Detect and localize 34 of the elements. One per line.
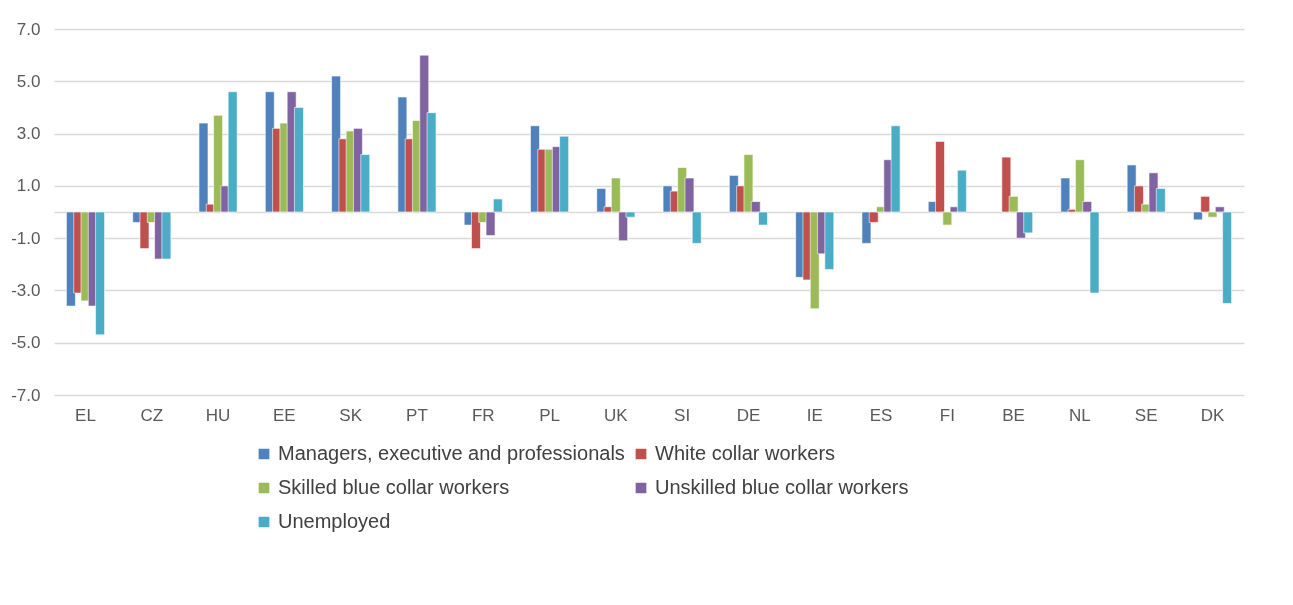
x-tick-label: CZ	[140, 405, 164, 425]
y-tick-label: -7.0	[11, 385, 41, 405]
legend-label: White collar workers	[655, 442, 836, 464]
x-tick-label: PT	[406, 405, 428, 425]
bar	[198, 122, 209, 213]
x-tick-label: HU	[205, 405, 231, 425]
legend-label: Unemployed	[278, 510, 391, 532]
x-tick-label: PL	[539, 405, 560, 425]
y-tick-label: 1.0	[16, 176, 41, 196]
x-tick-label: SK	[339, 405, 363, 425]
x-tick-label: UK	[604, 405, 629, 425]
y-tick-label: 5.0	[16, 71, 41, 91]
x-tick-label: NL	[1069, 405, 1091, 425]
y-tick-label: 3.0	[16, 124, 41, 144]
x-tick-label: ES	[869, 405, 893, 425]
x-tick-label: EE	[273, 405, 296, 425]
x-tick-label: FR	[471, 405, 495, 425]
legend-label: Managers, executive and professionals	[278, 442, 625, 464]
legend-label: Unskilled blue collar workers	[655, 476, 909, 498]
legend-label: Skilled blue collar workers	[278, 476, 510, 498]
x-tick-label: FI	[939, 405, 955, 425]
y-tick-label: -5.0	[11, 333, 41, 353]
y-tick-label: -3.0	[11, 280, 41, 300]
x-tick-label: DE	[736, 405, 761, 425]
x-tick-label: EL	[75, 405, 96, 425]
x-tick-label: IE	[806, 405, 823, 425]
bar	[1060, 177, 1071, 213]
x-tick-label: SE	[1134, 405, 1158, 425]
x-tick-label: DK	[1200, 405, 1225, 425]
x-tick-label: SI	[674, 405, 691, 425]
bar	[596, 188, 607, 213]
y-tick-label: -1.0	[11, 228, 41, 248]
x-tick-label: BE	[1002, 405, 1025, 425]
y-tick-label: 7.0	[16, 19, 41, 39]
